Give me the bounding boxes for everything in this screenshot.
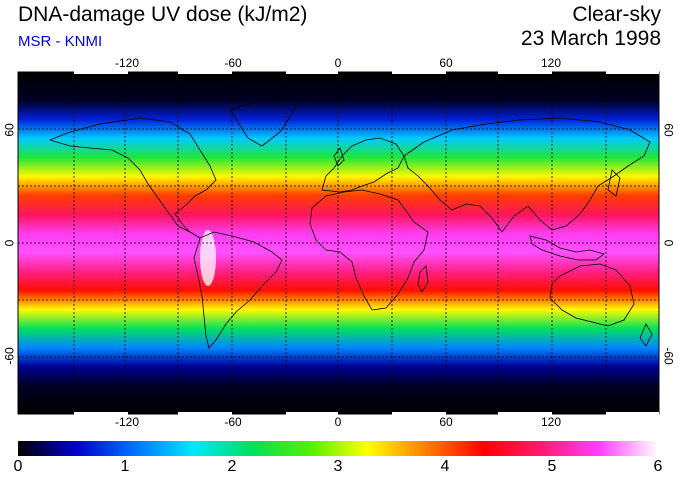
colorbar-label: 6	[653, 458, 663, 475]
lon-tick-top: -120	[114, 56, 140, 70]
colorbar-label: 4	[440, 458, 450, 475]
lon-tick-bottom: 0	[334, 415, 342, 429]
source-label: MSR - KNMI	[18, 33, 103, 50]
coastline-madagascar	[417, 265, 429, 293]
lon-tick-bottom: -60	[224, 415, 242, 429]
frame-ticks	[74, 71, 659, 415]
andes-high-uv-region	[200, 230, 216, 286]
date-label: 23 March 1998	[520, 27, 661, 50]
colorbar-gradient	[18, 441, 658, 456]
coastline-greenland	[229, 97, 301, 147]
lon-tick-bottom: -120	[114, 415, 140, 429]
coastline-new-zealand	[639, 323, 653, 347]
lon-tick-bottom: 120	[540, 415, 562, 429]
lon-tick-top: -60	[224, 56, 242, 70]
lon-tick-top: 60	[439, 56, 453, 70]
colorbar-label: 0	[13, 458, 23, 475]
colorbar-label: 2	[227, 458, 237, 475]
coastline-africa	[309, 189, 429, 311]
sky-mode-label: Clear-sky	[572, 3, 661, 26]
graticule	[18, 72, 659, 414]
map-frame	[17, 71, 660, 415]
colorbar-label: 5	[547, 458, 557, 475]
coastline-asia	[403, 117, 651, 233]
lon-tick-bottom: 60	[439, 415, 453, 429]
colorbar-label: 1	[120, 458, 130, 475]
colorbar-label: 3	[333, 458, 343, 475]
coastline-japan	[607, 169, 621, 197]
lon-tick-top: 120	[540, 56, 562, 70]
coastline-north-america	[48, 117, 217, 239]
lon-tick-top: 0	[334, 56, 342, 70]
coastline-south-america	[193, 231, 283, 349]
coastline-uk	[333, 147, 345, 167]
coastline-indonesia	[529, 235, 605, 261]
map-title: DNA-damage UV dose (kJ/m2)	[18, 3, 308, 26]
